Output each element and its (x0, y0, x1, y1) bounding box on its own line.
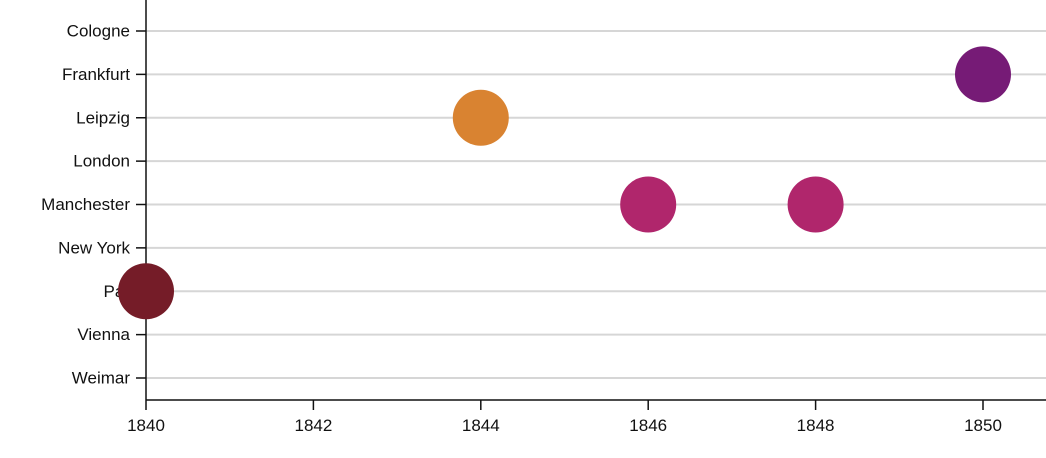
data-point-leipzig-1844[interactable] (452, 89, 509, 146)
data-point-manchester-1846[interactable] (620, 176, 677, 233)
y-axis-ticks: Cologne Frankfurt Leipzig London Manchester N… (41, 22, 146, 388)
data-point-par-1840[interactable] (118, 263, 174, 320)
y-tick-label-new-york: New York (58, 238, 130, 257)
y-tick-label-frankfurt: Frankfurt (62, 65, 130, 84)
y-tick-label-cologne: Cologne (67, 22, 130, 41)
x-tick-label-1842: 1842 (294, 416, 332, 435)
x-tick-label-1846: 1846 (629, 416, 667, 435)
y-tick-label-manchester: Manchester (41, 195, 130, 214)
y-tick-label-vienna: Vienna (77, 325, 130, 344)
y-tick-label-london: London (73, 152, 130, 171)
gridlines (146, 30, 1046, 379)
x-tick-label-1850: 1850 (964, 416, 1002, 435)
y-tick-label-leipzig: Leipzig (76, 108, 130, 127)
data-point-manchester-1848[interactable] (787, 176, 844, 233)
x-tick-label-1840: 1840 (127, 416, 165, 435)
data-points (118, 46, 1011, 320)
x-tick-label-1848: 1848 (797, 416, 835, 435)
x-tick-label-1844: 1844 (462, 416, 500, 435)
data-point-frankfurt-1850[interactable] (955, 46, 1011, 103)
y-tick-label-weimar: Weimar (72, 369, 131, 388)
x-axis-ticks: 1840 1842 1844 1846 1848 1850 (127, 400, 1002, 435)
axes (145, 0, 1046, 401)
